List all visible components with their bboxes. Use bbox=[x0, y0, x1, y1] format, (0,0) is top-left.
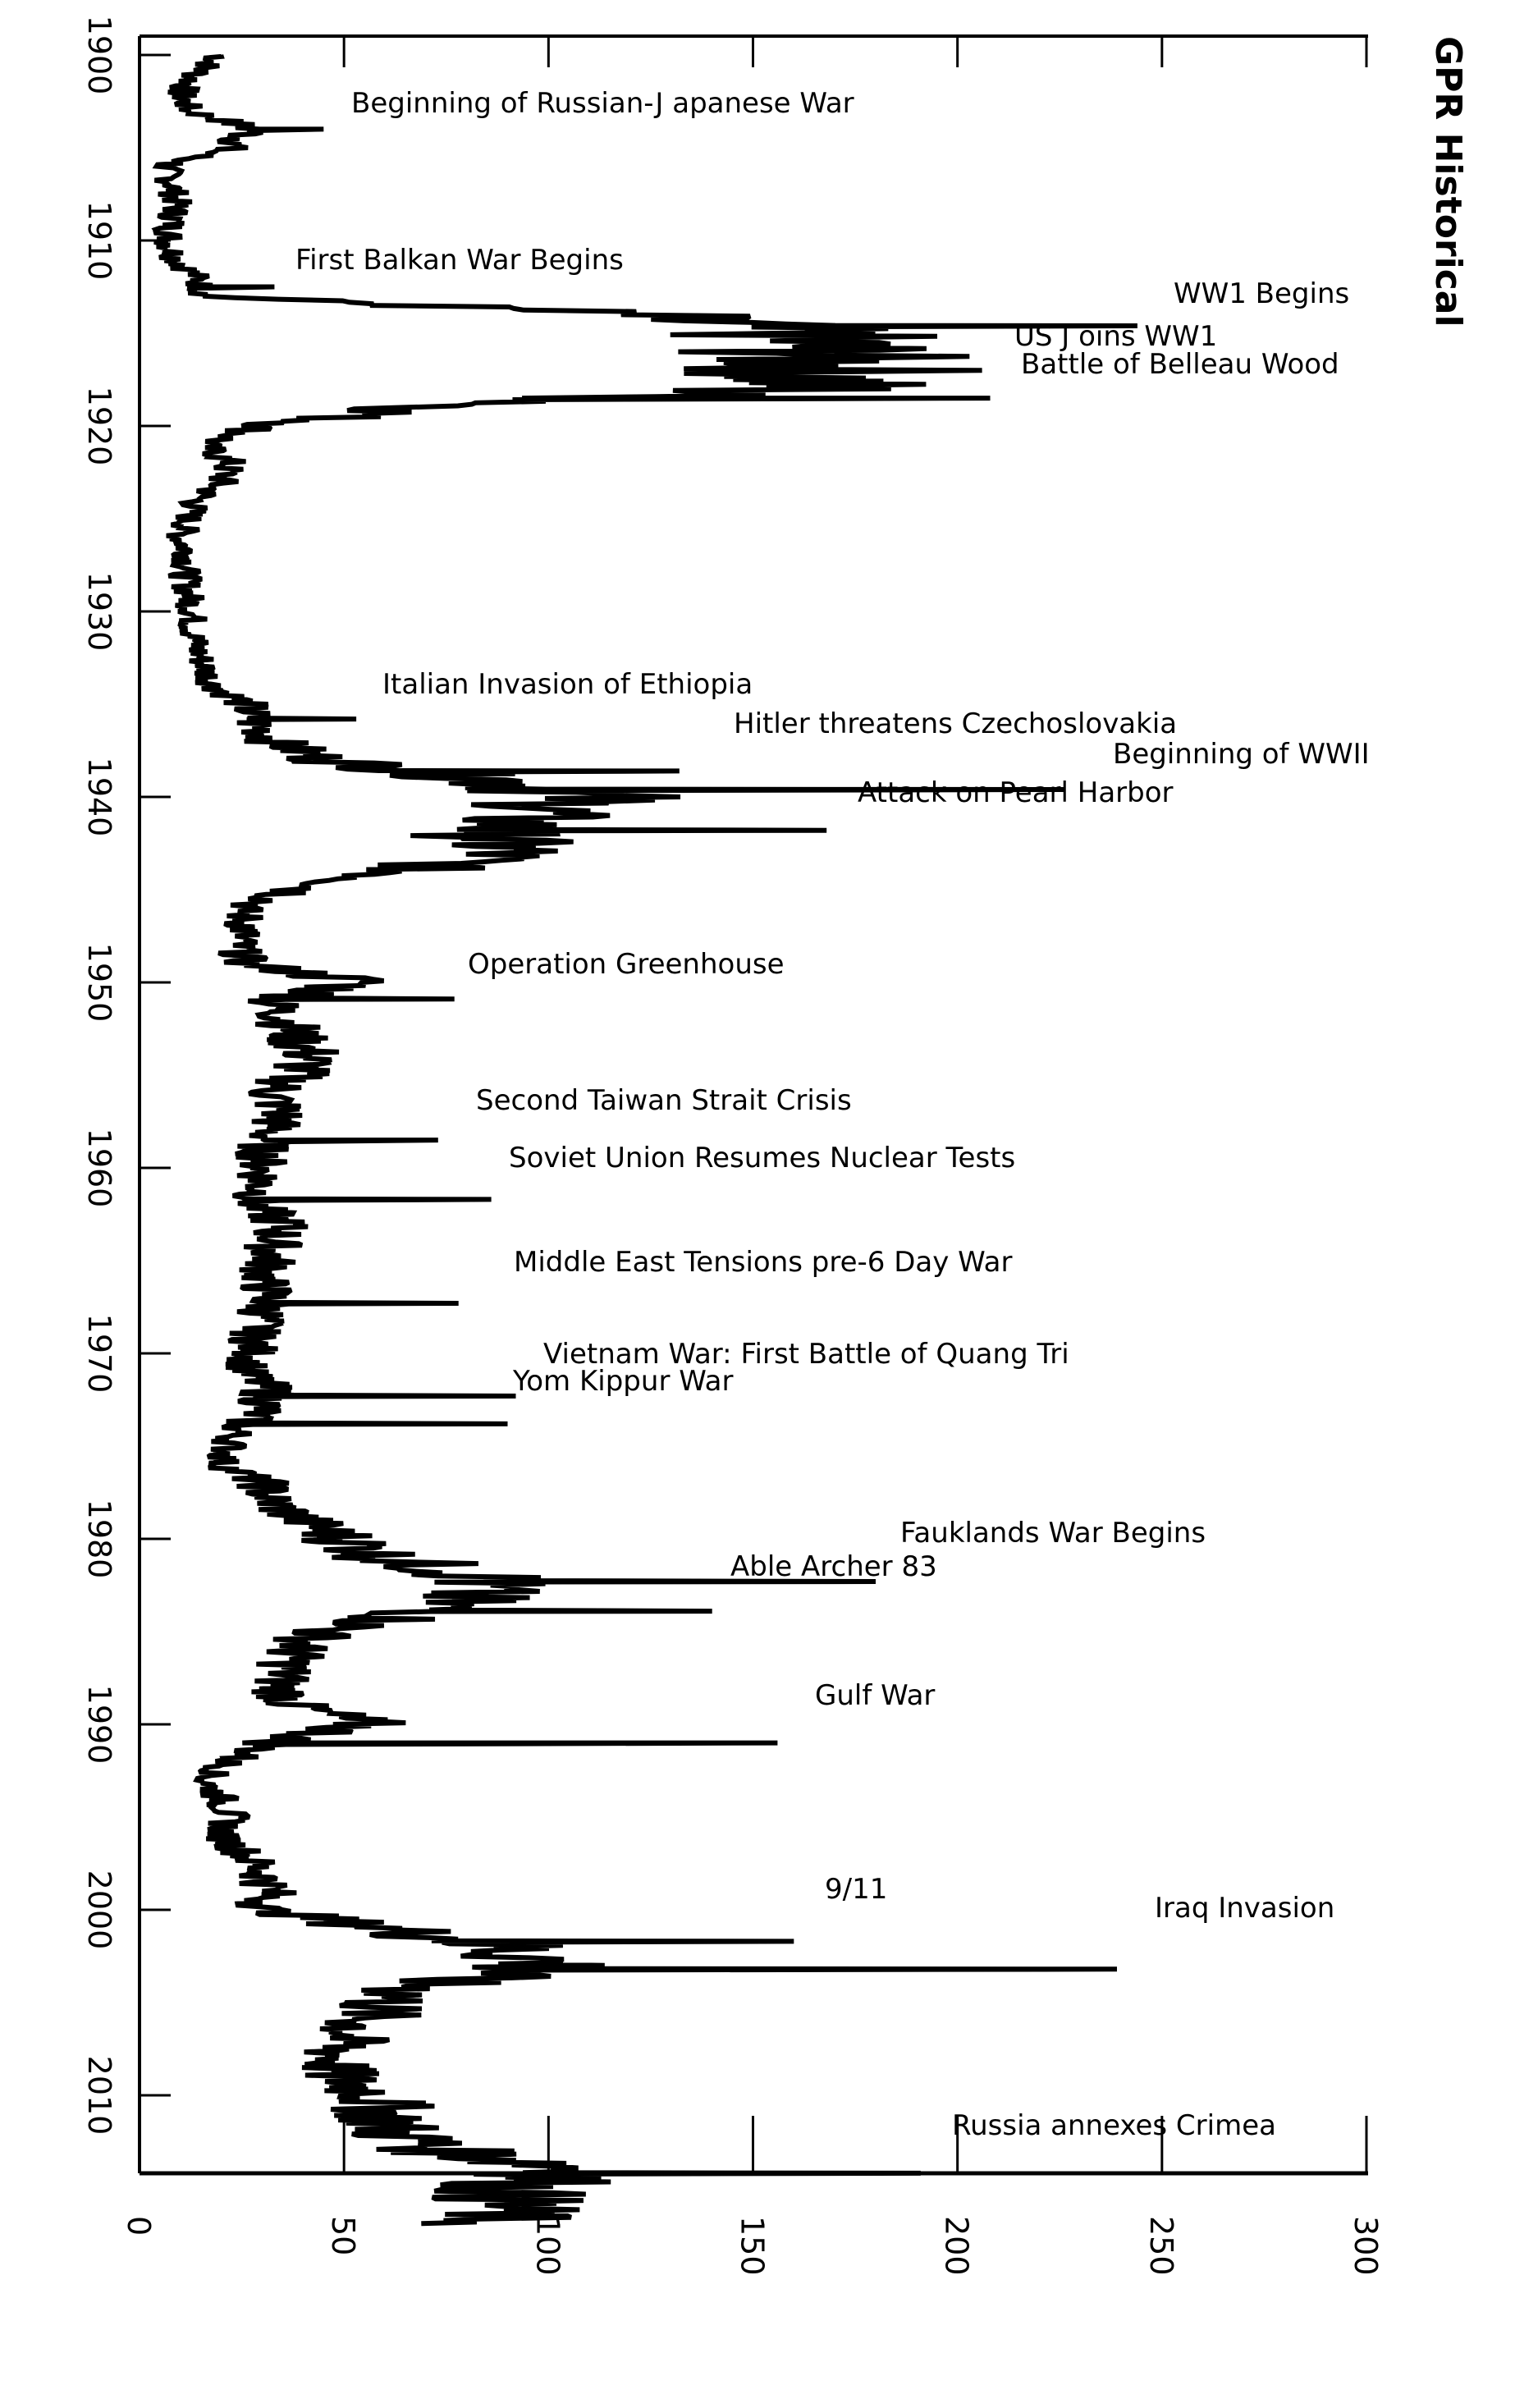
time-axis: 1900 1910 1920 1930 1940 1950 1960 1970 1980 1990… bbox=[81, 16, 171, 2136]
event-annotations: Beginning of Russian-J apanese War First … bbox=[295, 87, 1370, 2142]
value-tick-label: 300 bbox=[1348, 2216, 1384, 2276]
value-tick-label: 100 bbox=[529, 2216, 565, 2276]
event-label: First Balkan War Begins bbox=[295, 244, 624, 277]
value-tick-label: 200 bbox=[939, 2216, 975, 2276]
gpr-line bbox=[151, 53, 1137, 2227]
event-label: Hitler threatens Czechoslovakia bbox=[734, 707, 1177, 740]
time-tick-label: 1910 bbox=[81, 201, 117, 281]
event-label: US J oins WW1 bbox=[1014, 320, 1217, 353]
value-tick-label: 50 bbox=[325, 2216, 361, 2255]
event-label: Russia annexes Crimea bbox=[952, 2109, 1276, 2142]
time-tick-label: 1930 bbox=[81, 572, 117, 652]
event-label: Beginning of WWII bbox=[1113, 738, 1370, 771]
event-label: Gulf War bbox=[815, 1679, 935, 1712]
event-label: Soviet Union Resumes Nuclear Tests bbox=[509, 1142, 1015, 1174]
time-tick-label: 1900 bbox=[81, 16, 117, 95]
time-tick-label: 1980 bbox=[81, 1499, 117, 1579]
event-label: Operation Greenhouse bbox=[468, 948, 785, 981]
event-label: Beginning of Russian-J apanese War bbox=[351, 87, 854, 120]
event-label: Italian Invasion of Ethiopia bbox=[382, 668, 753, 701]
time-tick-label: 2010 bbox=[81, 2056, 117, 2136]
value-axis: 0 50 100 150 200 250 300 bbox=[121, 36, 1384, 2276]
series-line bbox=[151, 53, 1137, 2227]
event-label: Able Archer 83 bbox=[730, 1550, 937, 1583]
event-label: 9/11 bbox=[825, 1873, 887, 1906]
chart-title: GPR Historical bbox=[1427, 36, 1469, 327]
time-tick-label: 1950 bbox=[81, 943, 117, 1023]
event-label: Vietnam War: First Battle of Quang Tri bbox=[543, 1338, 1069, 1371]
event-label: Fauklands War Begins bbox=[900, 1517, 1206, 1550]
event-label: Second Taiwan Strait Crisis bbox=[476, 1084, 852, 1117]
value-tick-label: 150 bbox=[735, 2216, 771, 2276]
event-label: Yom Kippur War bbox=[512, 1365, 734, 1398]
time-tick-label: 1970 bbox=[81, 1314, 117, 1394]
event-label: Battle of Belleau Wood bbox=[1021, 348, 1339, 381]
event-label: WW1 Begins bbox=[1174, 277, 1349, 310]
time-tick-label: 1990 bbox=[81, 1685, 117, 1765]
value-tick-label: 0 bbox=[121, 2216, 157, 2236]
time-tick-label: 1940 bbox=[81, 758, 117, 837]
time-tick-label: 2000 bbox=[81, 1870, 117, 1950]
value-tick-label: 250 bbox=[1143, 2216, 1179, 2276]
event-label: Middle East Tensions pre-6 Day War bbox=[514, 1246, 1012, 1279]
time-tick-label: 1960 bbox=[81, 1128, 117, 1208]
event-label: Iraq Invasion bbox=[1155, 1892, 1334, 1925]
event-label: Attack on Pearl Harbor bbox=[858, 776, 1174, 809]
time-tick-label: 1920 bbox=[81, 387, 117, 466]
